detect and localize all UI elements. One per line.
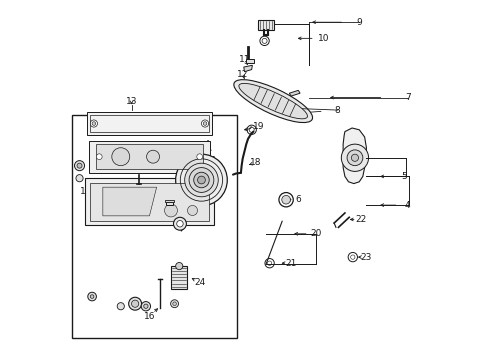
Circle shape [164, 204, 177, 217]
Text: 17: 17 [80, 187, 92, 196]
Text: 10: 10 [317, 34, 328, 43]
Bar [166, 202, 172, 205]
Circle shape [175, 262, 183, 270]
Text: 5: 5 [400, 172, 406, 181]
Bar [171, 266, 187, 289]
Circle shape [74, 161, 84, 171]
Circle shape [201, 120, 208, 127]
Ellipse shape [233, 80, 312, 122]
Circle shape [197, 176, 205, 184]
Polygon shape [244, 65, 252, 72]
Circle shape [170, 300, 178, 308]
Text: 12: 12 [237, 70, 248, 79]
Text: 15: 15 [108, 158, 119, 167]
Circle shape [112, 148, 129, 166]
Polygon shape [90, 183, 208, 221]
Circle shape [193, 172, 209, 188]
Circle shape [172, 302, 176, 306]
Circle shape [96, 154, 102, 159]
Circle shape [141, 302, 150, 311]
Text: 6: 6 [295, 195, 301, 204]
Circle shape [184, 163, 218, 197]
Text: 3: 3 [180, 220, 186, 229]
Circle shape [146, 150, 159, 163]
Text: 19: 19 [253, 122, 264, 131]
Circle shape [203, 122, 206, 125]
Polygon shape [96, 144, 203, 169]
Bar [258, 20, 273, 31]
Polygon shape [88, 140, 210, 173]
Text: 11: 11 [238, 55, 250, 64]
Text: 1: 1 [211, 156, 217, 165]
Text: 4: 4 [404, 201, 409, 210]
Circle shape [281, 195, 290, 204]
Bar [245, 59, 254, 63]
Bar [164, 200, 174, 202]
Polygon shape [85, 178, 214, 225]
Text: 14: 14 [108, 120, 119, 129]
Text: 20: 20 [310, 229, 321, 238]
Circle shape [196, 154, 202, 159]
Circle shape [77, 163, 82, 168]
Polygon shape [289, 90, 300, 96]
Circle shape [90, 295, 94, 298]
Text: 13: 13 [125, 97, 137, 106]
Circle shape [131, 300, 139, 307]
Circle shape [187, 206, 197, 216]
Text: 18: 18 [249, 158, 261, 167]
Circle shape [117, 303, 124, 310]
Text: 2: 2 [168, 206, 173, 215]
Circle shape [92, 122, 96, 125]
Circle shape [88, 292, 96, 301]
Text: 22: 22 [355, 215, 366, 224]
Text: 9: 9 [356, 18, 362, 27]
Circle shape [176, 221, 183, 227]
Circle shape [341, 144, 368, 171]
Ellipse shape [238, 84, 307, 119]
Text: 23: 23 [360, 253, 371, 262]
Circle shape [90, 120, 97, 127]
Circle shape [351, 154, 358, 161]
Text: 16: 16 [143, 312, 155, 321]
Circle shape [143, 304, 148, 309]
Text: 21: 21 [285, 259, 296, 268]
Circle shape [175, 154, 227, 206]
Circle shape [76, 175, 83, 182]
Polygon shape [86, 112, 212, 135]
Circle shape [189, 168, 213, 192]
Text: 8: 8 [334, 105, 340, 114]
Polygon shape [343, 128, 366, 184]
Bar [72, 116, 237, 338]
Circle shape [128, 297, 142, 310]
Circle shape [173, 217, 186, 230]
Circle shape [346, 150, 362, 166]
Polygon shape [102, 187, 156, 216]
Text: 7: 7 [404, 93, 410, 102]
Text: 24: 24 [194, 278, 205, 287]
